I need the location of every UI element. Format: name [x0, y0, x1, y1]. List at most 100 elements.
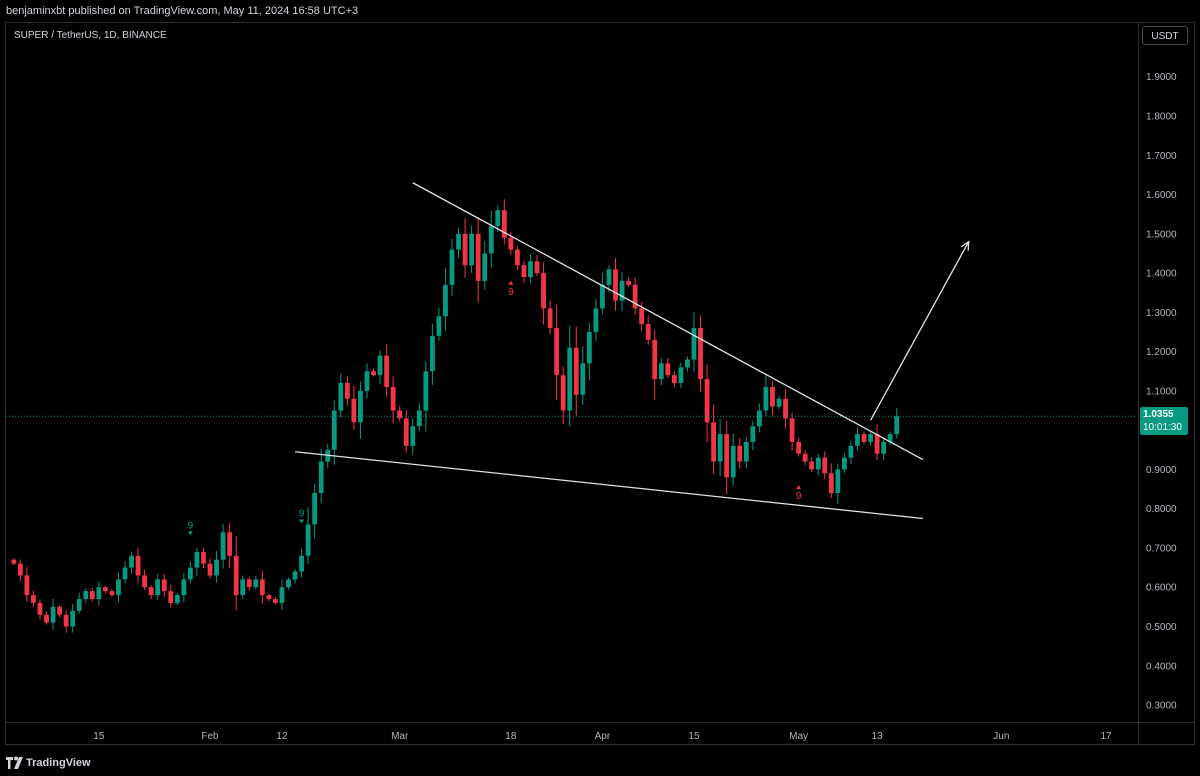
candle-body [573, 347, 579, 395]
candle-body [475, 233, 481, 281]
candle-body [135, 555, 141, 576]
candle-body [358, 390, 363, 423]
candle-body [665, 363, 671, 376]
sequential-count-label: 9 [796, 491, 802, 502]
candle-body [44, 614, 49, 623]
price-tick-label: 1.1000 [1146, 386, 1177, 397]
candle-body [704, 379, 710, 423]
candle-body [881, 441, 887, 454]
sequential-count-label: 9 [188, 520, 194, 531]
price-tick-label: 1.9000 [1146, 72, 1177, 83]
candle-body [292, 571, 298, 580]
candle-body [102, 587, 108, 592]
price-axis-separator [1138, 23, 1139, 744]
candle-body [11, 559, 17, 564]
candle-body [338, 383, 344, 411]
candle-body [174, 595, 180, 603]
candle-body [364, 371, 370, 391]
candle-body [730, 445, 736, 478]
candle-body [488, 225, 494, 254]
time-tick-label: Mar [391, 731, 409, 742]
breakout-arrow [869, 241, 970, 421]
candle-body [600, 284, 605, 309]
candle-body [57, 606, 62, 615]
candle-body [181, 579, 187, 596]
candle-body [593, 308, 599, 332]
drawings-layer [294, 182, 970, 520]
time-tick-label: 18 [505, 731, 517, 742]
candle-body [685, 359, 690, 368]
candle-body [835, 469, 841, 493]
candle-body [456, 233, 461, 250]
candle-body [547, 308, 553, 329]
candle-body [377, 355, 383, 376]
time-axis: 15 Feb 12 Mar 18 Apr 15 May 13 Jun 17 [93, 731, 1112, 742]
candle-body [462, 233, 468, 266]
candle-body [305, 524, 311, 556]
candle-body [161, 579, 167, 592]
candle-body [776, 398, 782, 407]
price-tick-label: 0.7000 [1146, 543, 1177, 554]
candle-body [645, 324, 651, 340]
currency-button[interactable]: USDT [1142, 26, 1188, 45]
tradingview-brand[interactable]: TradingView [26, 757, 91, 769]
last-price-value: 1.0355 [1143, 409, 1174, 420]
candle-body [632, 284, 638, 309]
candle-body [515, 249, 520, 266]
candle-body [842, 457, 847, 470]
candle-body [737, 445, 743, 462]
price-tick-label: 0.8000 [1146, 504, 1177, 515]
time-axis-separator [6, 722, 1194, 723]
sequential-count-label: 9 [508, 287, 514, 298]
candle-body [887, 434, 893, 442]
time-tick-label: 15 [688, 731, 700, 742]
candle-body [691, 328, 697, 360]
candle-body [142, 575, 148, 588]
footer-bar [0, 754, 1200, 776]
tradingview-logo-icon[interactable] [6, 756, 24, 770]
candle-body [246, 579, 252, 588]
candle-body [554, 328, 560, 376]
candle-body [318, 461, 324, 493]
bar-countdown: 10:01:30 [1143, 422, 1182, 433]
candle-body [24, 575, 30, 596]
candle-body [855, 434, 860, 446]
candle-body [586, 331, 592, 364]
candle-body [390, 386, 396, 411]
candle-body [214, 559, 219, 576]
candle-body [756, 410, 762, 427]
candle-body [560, 375, 566, 411]
time-tick-label: Jun [993, 731, 1009, 742]
price-tick-label: 0.5000 [1146, 622, 1177, 633]
candle-body [155, 579, 161, 596]
candle-body [763, 386, 769, 411]
candle-body [410, 426, 416, 446]
last-price-badge [1140, 407, 1188, 435]
candle-body [299, 555, 304, 572]
candle-body [233, 555, 239, 596]
price-axis: 1.9000 1.8000 1.7000 1.6000 1.5000 1.4000 1.30… [1146, 72, 1177, 711]
candle-body [443, 284, 448, 317]
sequential-count-label: 9 [299, 509, 305, 520]
candle-body [619, 280, 625, 301]
candle-body [168, 591, 174, 603]
symbol-legend[interactable]: SUPER / TetherUS, 1D, BINANCE [14, 30, 167, 41]
publish-info: benjaminxbt published on TradingView.com… [6, 5, 359, 17]
candle-body [783, 398, 788, 419]
price-tick-label: 0.9000 [1146, 465, 1177, 476]
up-marker-icon [796, 484, 802, 489]
candle-body [750, 426, 756, 442]
candle-body [868, 434, 873, 442]
chart-frame [5, 22, 1195, 745]
candle-body [429, 335, 435, 372]
publish-bar: benjaminxbt published on TradingView.com… [0, 0, 1200, 22]
candle-body [96, 587, 102, 600]
candle-body [874, 434, 880, 454]
candle-body [259, 579, 265, 596]
candle-body [331, 410, 337, 450]
candle-body [148, 587, 154, 596]
candles-layer [6, 199, 1137, 633]
candle-body [286, 579, 291, 588]
candle-body [613, 269, 618, 301]
